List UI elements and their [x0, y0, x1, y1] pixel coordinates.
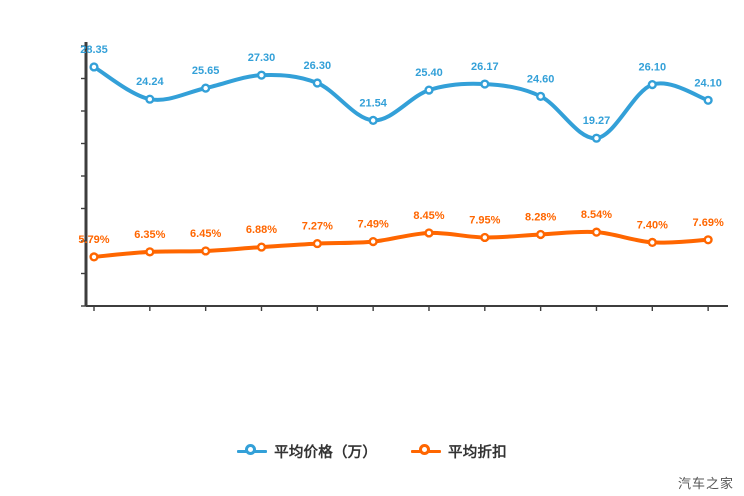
data-point-core-discount: [259, 244, 264, 250]
data-point-core-price: [259, 72, 264, 78]
chart-legend: 平均价格（万） 平均折扣: [0, 436, 744, 466]
data-point-core-discount: [203, 248, 208, 254]
data-point-core-price: [426, 87, 432, 93]
data-point-core-price: [370, 118, 376, 123]
series-discount: 5.79% 6.35% 6.45% 6.88% 7.27% 7.49% 8.45% 7.95%…: [78, 209, 724, 262]
data-label-price: 27.30: [248, 52, 276, 64]
data-point-core-discount: [705, 237, 711, 242]
data-point-core-discount: [370, 239, 376, 244]
data-point-core-price: [482, 81, 488, 87]
data-point-core-price: [650, 82, 655, 87]
data-point-core-price: [315, 80, 320, 86]
data-point-core-price: [594, 135, 599, 141]
series-line-discount: [92, 229, 711, 259]
data-point-core-discount: [147, 249, 153, 255]
data-label-price: 26.30: [304, 60, 332, 72]
data-label-price: 24.10: [694, 77, 722, 89]
data-label-discount: 6.35%: [134, 229, 165, 241]
legend-item-price[interactable]: 平均价格（万）: [237, 441, 377, 462]
watermark: 汽车之家: [677, 477, 734, 492]
data-label-price: 26.17: [471, 61, 499, 73]
data-label-price: 25.65: [192, 65, 220, 77]
data-label-discount: 8.54%: [581, 209, 612, 221]
data-point-core-price: [538, 94, 543, 99]
data-point-core-discount: [426, 230, 432, 236]
data-point-core-discount: [538, 232, 543, 237]
data-point-core-price: [91, 64, 97, 70]
data-point-core-price: [203, 85, 208, 91]
series-line-price: [92, 64, 711, 141]
data-label-price: 21.54: [359, 97, 387, 109]
data-label-price: 24.24: [136, 76, 164, 88]
data-label-discount: 8.28%: [525, 211, 556, 223]
data-label-discount: 7.95%: [469, 214, 500, 226]
data-label-discount: 7.40%: [637, 219, 668, 231]
data-label-discount: 6.45%: [190, 228, 221, 240]
data-label-discount: 7.27%: [302, 221, 333, 233]
legend-label-price: 平均价格（万）: [274, 444, 378, 461]
data-label-discount: 7.49%: [358, 219, 389, 231]
series-price: 28.35 24.24 25.65 27.30 26.30 21.54 25.40 26.17…: [80, 44, 722, 143]
legend-label-discount: 平均折扣: [448, 444, 507, 461]
data-label-discount: 8.45%: [413, 210, 444, 222]
data-point-core-discount: [315, 241, 320, 246]
data-label-price: 19.27: [583, 115, 611, 127]
data-point-core-discount: [594, 229, 599, 235]
legend-item-discount[interactable]: 平均折扣: [411, 441, 507, 462]
legend-marker-price-icon: [237, 444, 268, 458]
data-label-discount: 6.88%: [246, 224, 277, 236]
data-point-core-discount: [482, 235, 488, 240]
data-label-price: 25.40: [415, 67, 443, 79]
data-label-discount: 7.69%: [693, 217, 724, 229]
legend-marker-discount-icon: [411, 444, 442, 458]
data-label-price: 26.10: [639, 62, 667, 74]
data-label-discount: 5.79%: [78, 234, 109, 246]
data-point-core-discount: [91, 254, 97, 260]
data-point-core-price: [147, 96, 153, 102]
data-point-core-discount: [650, 240, 655, 245]
data-label-price: 24.60: [527, 73, 555, 85]
data-point-core-price: [705, 98, 711, 103]
data-label-price: 28.35: [80, 44, 108, 56]
